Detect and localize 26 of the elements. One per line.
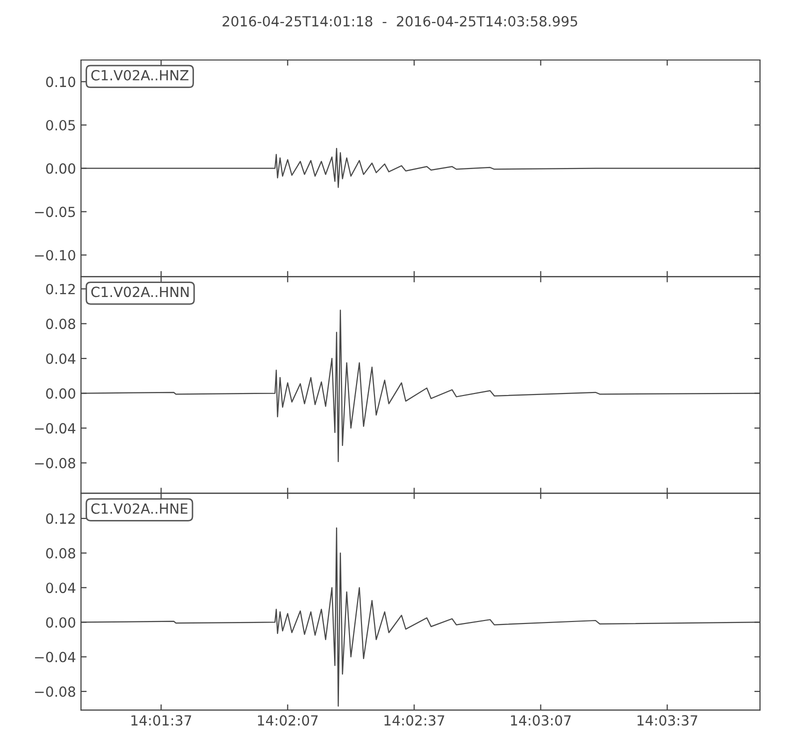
y-tick-label: 0.12: [46, 513, 75, 524]
y-tick-label: 0.12: [46, 284, 75, 294]
y-tick-label: 0.00: [46, 163, 76, 174]
y-tick-label: 0.05: [46, 120, 75, 130]
y-tick-label: 0.10: [46, 76, 76, 88]
x-tick-label: 14:03:37: [638, 715, 698, 726]
annotation: C1.V02A..HNE: [91, 503, 188, 514]
y-tick-label: −0.04: [35, 652, 76, 662]
y-tick-label: 0.04: [46, 582, 76, 594]
y-tick-label: −0.08: [35, 458, 76, 468]
y-tick-label: −0.08: [35, 686, 76, 697]
annotation: C1.V02A..HNZ: [91, 70, 188, 80]
y-tick-label: 0.00: [46, 388, 76, 399]
x-tick-label: 14:02:37: [384, 715, 444, 726]
y-tick-label: 0.00: [46, 617, 76, 628]
y-tick-label: 0.04: [46, 353, 76, 364]
y-tick-label: −0.05: [35, 206, 75, 218]
x-tick-label: 14:01:37: [131, 715, 192, 726]
x-tick-label: 14:02:07: [258, 715, 318, 726]
y-tick-label: 0.08: [46, 548, 76, 559]
y-tick-label: −0.04: [35, 423, 76, 434]
annotation: C1.V02A..HNN: [91, 286, 189, 298]
y-tick-label: 0.08: [46, 318, 76, 330]
y-tick-label: −0.10: [35, 250, 76, 260]
x-tick-label: 14:03:07: [511, 715, 571, 726]
chart-title: 2016-04-25T14:01:18 - 2016-04-25T14:03:58.995: [222, 16, 578, 27]
